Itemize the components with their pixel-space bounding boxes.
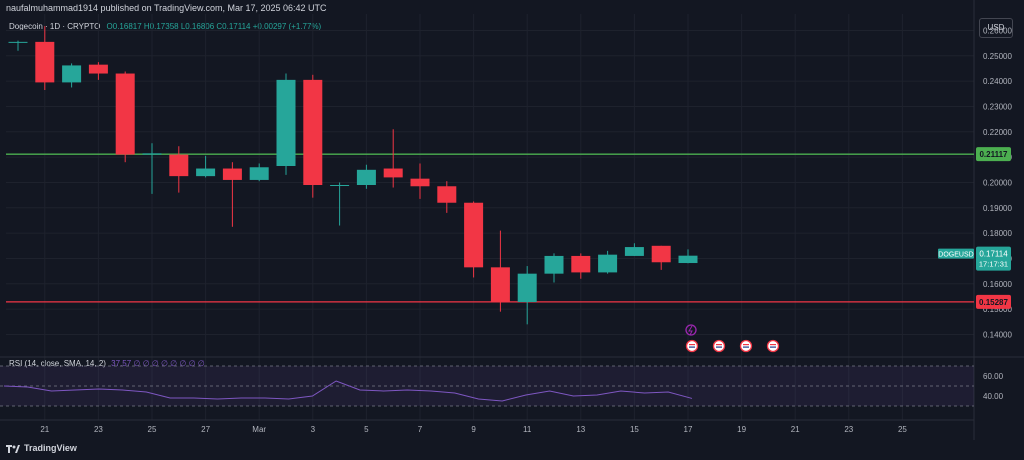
candle-up: [678, 255, 698, 264]
candle-down: [383, 168, 403, 178]
candle-up: [624, 247, 644, 256]
date-tick: 23: [94, 425, 103, 434]
flag-stripe: [689, 346, 695, 348]
price-tick: 0.19000: [983, 204, 1012, 213]
flag-stripe: [770, 344, 776, 346]
candle-up: [249, 167, 269, 180]
price-level-label: 0.21117: [979, 150, 1008, 159]
price-level-label: 0.15287: [979, 298, 1008, 307]
candle-down: [490, 267, 510, 303]
candle-down: [222, 168, 242, 180]
date-tick: 3: [311, 425, 316, 434]
candle-down: [410, 178, 430, 187]
rsi-tick: 40.00: [983, 392, 1004, 401]
price-tick: 0.16000: [983, 280, 1012, 289]
date-tick: 21: [40, 425, 49, 434]
date-tick: 23: [844, 425, 853, 434]
price-level-badge: [976, 147, 1011, 162]
candle-down: [115, 73, 135, 155]
date-tick: 27: [201, 425, 210, 434]
date-tick: 19: [737, 425, 746, 434]
date-tick: 9: [471, 425, 476, 434]
event-icons: [685, 324, 780, 353]
date-tick: 5: [364, 425, 369, 434]
currency-button[interactable]: USD: [979, 18, 1013, 38]
symbol-badge-label: DOGEUSD: [938, 252, 973, 259]
lightning-bolt-icon: [688, 325, 693, 336]
candles: [8, 26, 698, 325]
candle-down: [35, 41, 55, 83]
candle-down: [88, 64, 108, 74]
us-flag-event-icon: [766, 339, 780, 353]
brand-name: TradingView: [24, 443, 77, 453]
date-tick: 25: [898, 425, 907, 434]
price-level-badge: [976, 294, 1011, 309]
price-tick: 0.18000: [983, 229, 1012, 238]
flag-stripe: [716, 346, 722, 348]
ohlc-values: O0.16817 H0.17358 L0.16806 C0.17114 +0.0…: [106, 22, 322, 31]
flag-stripe: [743, 344, 749, 346]
countdown-label: 17:17:31: [979, 260, 1008, 269]
time-axis: 21 23 25 27 Mar 3 5 7 9 11 13 15 17 19 21 23 25: [40, 425, 907, 434]
date-tick: 13: [576, 425, 585, 434]
price-tick: 0.15000: [983, 305, 1012, 314]
candle-down: [169, 154, 189, 177]
price-tick: 0.20000: [983, 178, 1012, 187]
price-tick: 0.25000: [983, 52, 1012, 61]
candle-down: [651, 245, 671, 263]
date-tick: 15: [630, 425, 639, 434]
grid: [0, 0, 1024, 440]
last-price-badge: [976, 246, 1011, 271]
us-flag-event-icon: [739, 339, 753, 353]
candle-up: [544, 255, 564, 274]
date-tick: 17: [684, 425, 693, 434]
tradingview-brand[interactable]: TradingView: [6, 443, 77, 453]
rsi-value: 37.57 ∅ ∅ ∅ ∅ ∅ ∅ ∅ ∅: [111, 359, 205, 368]
candle-down: [303, 79, 323, 185]
publisher-line: naufalmuhammad1914 published on TradingV…: [6, 3, 327, 13]
price-tick: 0.24000: [983, 77, 1012, 86]
date-tick: 7: [418, 425, 423, 434]
price-tick: 0.22000: [983, 128, 1012, 137]
symbol-title: Dogecoin · 1D · CRYPTO: [9, 22, 101, 31]
flag-stripe: [716, 344, 722, 346]
candle-up: [517, 273, 537, 303]
candle-down: [571, 255, 591, 273]
rsi-label: RSI (14, close, SMA, 14, 2): [9, 359, 106, 368]
candle-up: [276, 79, 296, 166]
candle-up: [196, 168, 216, 177]
candle-down: [464, 202, 484, 268]
candle-up: [8, 41, 28, 43]
symbol-legend: Dogecoin · 1D · CRYPTO O0.16817 H0.17358…: [9, 22, 321, 31]
flag-stripe: [770, 346, 776, 348]
price-tick: 0.14000: [983, 330, 1012, 339]
date-tick: 25: [148, 425, 157, 434]
rsi-legend: RSI (14, close, SMA, 14, 2) 37.57 ∅ ∅ ∅ …: [9, 359, 205, 368]
date-tick: Mar: [252, 425, 266, 434]
candle-up: [62, 65, 82, 83]
us-flag-event-icon: [685, 339, 699, 353]
rsi-pane: [0, 365, 974, 407]
candle-up: [356, 169, 376, 185]
price-tick: 0.23000: [983, 102, 1012, 111]
last-price-label: 0.17114: [979, 250, 1008, 259]
candle-up: [330, 185, 350, 186]
rsi-line: [3, 380, 693, 402]
flag-stripe: [743, 346, 749, 348]
date-tick: 21: [791, 425, 800, 434]
price-chart[interactable]: 0.260000.250000.240000.230000.220000.210…: [0, 0, 1024, 440]
date-tick: 11: [523, 425, 532, 434]
lightning-event-icon: [685, 324, 697, 336]
us-flag-event-icon: [712, 339, 726, 353]
flag-stripe: [689, 344, 695, 346]
horizontal-levels: [6, 153, 974, 303]
tradingview-logo-icon: [6, 444, 20, 453]
candle-up: [142, 153, 162, 155]
candle-up: [598, 254, 618, 273]
symbol-badge: [938, 248, 974, 259]
rsi-tick: 60.00: [983, 372, 1004, 381]
price-tick: 0.26000: [983, 26, 1012, 35]
candle-down: [437, 186, 457, 203]
price-axis: 0.260000.250000.240000.230000.220000.210…: [938, 26, 1012, 401]
